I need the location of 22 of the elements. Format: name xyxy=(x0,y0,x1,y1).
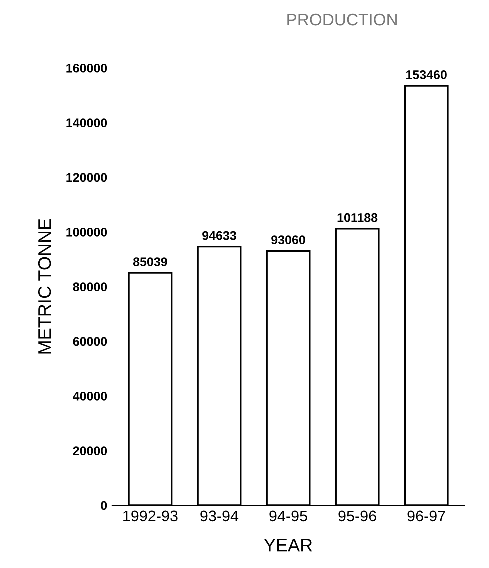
chart-title: PRODUCTION xyxy=(288,14,397,26)
x-tick-label: 94-95 xyxy=(270,510,308,522)
data-label: 101188 xyxy=(338,213,378,222)
data-label: 94633 xyxy=(202,231,236,240)
y-tick-label: 20000 xyxy=(73,446,108,456)
y-tick-label: 120000 xyxy=(66,173,108,182)
y-tick-label: 60000 xyxy=(73,337,108,346)
data-label: 85039 xyxy=(133,258,168,266)
data-label: 153460 xyxy=(406,70,447,80)
y-tick-label: 40000 xyxy=(73,392,108,401)
y-tick-label: 140000 xyxy=(66,118,108,128)
x-tick-label: 95-96 xyxy=(338,510,376,522)
y-tick-label: 0 xyxy=(101,501,108,510)
y-tick-label: 80000 xyxy=(73,282,108,292)
x-tick-label: 93-94 xyxy=(200,510,239,522)
y-axis-title: METRIC TONNE xyxy=(38,219,52,354)
y-tick-label: 160000 xyxy=(66,64,108,73)
x-tick-label: 1992-93 xyxy=(124,510,178,522)
x-axis-title: YEAR xyxy=(264,539,312,552)
y-tick-label: 100000 xyxy=(66,228,108,237)
data-label: 93060 xyxy=(272,236,306,245)
x-tick-label: 96-97 xyxy=(408,510,446,522)
